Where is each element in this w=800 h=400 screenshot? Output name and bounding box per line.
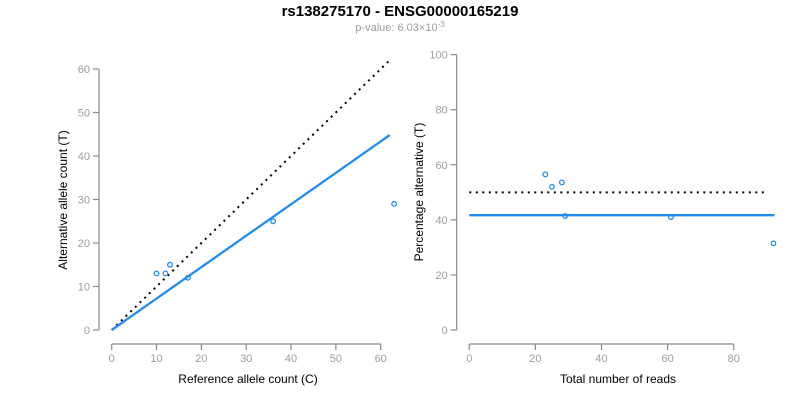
x-tick-label: 30 [240,353,252,365]
x-tick-label: 40 [595,353,607,365]
x-tick-label: 0 [466,353,472,365]
y-tick-label: 50 [78,108,90,120]
x-tick-label: 80 [728,353,740,365]
fit-line [111,134,391,331]
figure-subtitle: p-value: 6.03×10-3 [355,20,445,34]
identity-line [111,59,391,331]
y-tick-label: 20 [435,270,447,282]
y-tick-label: 100 [429,50,447,62]
pvalue-exponent: -3 [438,20,446,29]
data-point [153,270,160,277]
right-y-axis-title: Percentage alternative (T) [412,123,426,262]
left-x-axis-title: Reference allele count (C) [178,372,317,386]
data-point [770,240,777,247]
y-tick-label: 20 [78,238,90,250]
pvalue-text: p-value: 6.03×10 [355,22,437,34]
right-x-axis-title: Total number of reads [560,372,676,386]
y-tick-label: 0 [84,325,90,337]
data-point [667,214,674,221]
right-scatter-panel: 0 20 40 60 80 100 0 20 40 60 80 [429,50,777,365]
left-scatter-panel: 0 10 20 30 40 50 60 0 10 20 30 40 50 60 [78,59,398,365]
data-point [167,261,173,268]
x-tick-label: 20 [529,353,541,365]
y-tick-label: 60 [435,160,447,172]
x-tick-label: 60 [375,353,387,365]
data-point [162,270,169,277]
data-point [391,200,398,207]
left-y-axis-title: Alternative allele count (T) [56,130,70,269]
x-tick-label: 40 [285,353,297,365]
y-tick-label: 30 [78,195,90,207]
y-tick-label: 0 [442,325,448,337]
data-point [184,274,191,281]
data-point [548,183,555,190]
x-tick-label: 60 [662,353,674,365]
x-tick-label: 20 [195,353,207,365]
figure-title: rs138275170 - ENSG00000165219 [282,3,519,20]
data-point [270,218,277,225]
x-tick-label: 0 [109,353,115,365]
x-tick-label: 10 [150,353,162,365]
y-tick-label: 40 [78,151,90,163]
y-tick-label: 40 [435,215,447,227]
y-tick-label: 80 [435,105,447,117]
y-tick-label: 60 [78,64,90,76]
data-point [542,171,549,178]
x-tick-label: 50 [330,353,342,365]
y-tick-label: 10 [78,282,90,294]
data-point [558,179,565,186]
data-point [562,213,569,219]
